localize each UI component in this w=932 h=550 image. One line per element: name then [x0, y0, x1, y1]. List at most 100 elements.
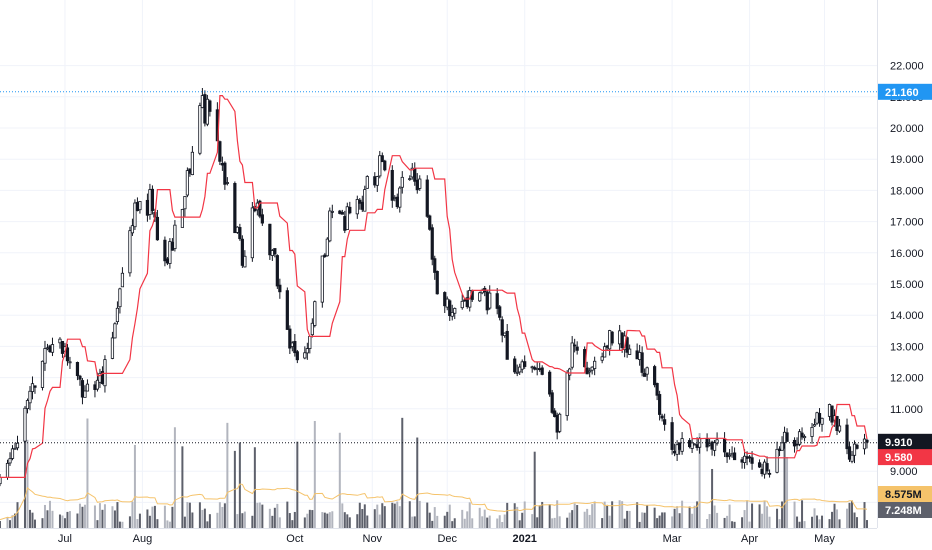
candle-body [653, 366, 657, 386]
candle-body [550, 392, 554, 413]
volume-bar [93, 505, 96, 528]
volume-bar [416, 437, 419, 528]
volume-bar [661, 512, 664, 528]
volume-bar [551, 518, 554, 528]
volume-bar [628, 510, 631, 528]
candle-body [678, 442, 682, 450]
candle-body [380, 155, 384, 163]
candle-body [78, 375, 82, 380]
volume-bar [341, 503, 344, 528]
candle-body [340, 211, 344, 215]
volume-bar [261, 504, 264, 528]
candle-body [500, 319, 504, 336]
volume-bar [793, 501, 796, 528]
candle-body [635, 350, 639, 360]
volume-bar [743, 510, 746, 528]
volume-bar [723, 517, 726, 528]
volume-bar [626, 510, 629, 528]
candle-body [45, 347, 50, 350]
volume-bar [146, 509, 149, 528]
candle-body [190, 151, 194, 176]
candle-body [777, 448, 782, 452]
y-tick-label: 13.000 [890, 341, 924, 353]
volume-bar [13, 513, 16, 528]
volume-bar [271, 515, 274, 528]
volume-bar [408, 501, 411, 528]
candle-body [355, 199, 359, 215]
volume-bar [571, 510, 574, 528]
candle-body [148, 189, 152, 215]
volume-bar [673, 508, 676, 528]
volume-bar [531, 514, 534, 528]
candle-body [310, 322, 314, 336]
volume-bar [863, 502, 866, 528]
volume-bar [276, 503, 279, 528]
trailing-stop-line [0, 94, 868, 478]
volume-bar [168, 521, 171, 528]
volume-bar [201, 509, 204, 528]
candle-body [415, 179, 419, 191]
volume-bar [131, 501, 134, 528]
volume-bar [711, 468, 714, 528]
x-tick-label: 2021 [512, 533, 536, 545]
candle-body [325, 238, 329, 257]
volume-bar [811, 516, 814, 528]
time-axis[interactable]: Jul Aug Oct Nov Dec 2021 Mar Apr May [58, 533, 835, 545]
candle-body [328, 210, 332, 242]
candle-body [553, 410, 557, 417]
volume-bar [251, 515, 254, 528]
candle-body [393, 197, 397, 199]
volume-bar [323, 512, 326, 528]
candle-body [200, 95, 204, 108]
volume-bar [638, 521, 641, 528]
volume-bar [128, 516, 131, 528]
volume-bar [288, 513, 291, 528]
candle-body [50, 344, 55, 353]
volume-bar [451, 521, 454, 528]
volume-bar [833, 503, 836, 528]
candle-body [588, 370, 592, 373]
volume-bar [331, 511, 334, 528]
candle-body [515, 371, 519, 374]
candle-body [278, 284, 282, 293]
candle-body [285, 290, 289, 330]
price-marker-label: 9.580 [885, 452, 913, 464]
candle-body [775, 448, 779, 473]
volume-bar [776, 508, 779, 528]
candle-body [533, 367, 537, 370]
candle-body [95, 379, 100, 390]
volume-bar [523, 501, 526, 528]
volume-bar [181, 446, 184, 528]
x-tick-label: Mar [663, 533, 682, 545]
candle-body [258, 200, 262, 217]
candle-body [238, 227, 242, 240]
volume-bar [426, 502, 429, 528]
volume-bar [506, 502, 509, 528]
volume-bar [498, 515, 501, 528]
volume-bar [838, 519, 841, 528]
volume-bar [66, 511, 69, 528]
candle-body [183, 196, 187, 210]
candle-body [645, 367, 649, 375]
candle-body [608, 330, 612, 350]
volume-bar [846, 508, 849, 528]
y-tick-label: 15.000 [890, 279, 924, 291]
volume-bar [768, 516, 771, 528]
volume-bar [313, 420, 316, 528]
candle-body [363, 189, 367, 212]
volume-bar [348, 517, 351, 528]
candle-body [0, 477, 2, 485]
volume-bar [373, 509, 376, 528]
y-tick-label: 17.000 [890, 217, 924, 229]
volume-bar [173, 427, 176, 528]
volume-bar [43, 504, 46, 528]
y-tick-label: 20.000 [890, 123, 924, 135]
volume-bar [488, 515, 491, 528]
candle-body [780, 442, 784, 451]
volume-bar [413, 516, 416, 528]
candle-body [600, 356, 604, 361]
candle-body [30, 383, 35, 392]
volume-bar [133, 444, 136, 528]
volume-bar [726, 515, 729, 528]
